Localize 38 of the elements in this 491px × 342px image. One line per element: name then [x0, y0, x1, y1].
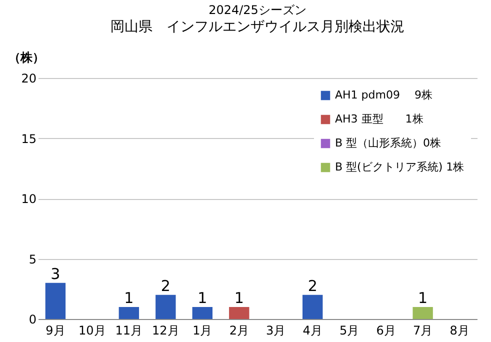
legend-label: AH3 亜型 1株 [335, 112, 424, 126]
x-tick-label: 2月 [229, 324, 249, 338]
x-tick-label: 4月 [302, 324, 322, 338]
x-tick-label: 7月 [412, 324, 433, 338]
chart-subtitle: 岡山県 インフルエンザウイルス月別検出状況 [110, 19, 404, 35]
x-tick-label: 1月 [192, 324, 212, 338]
x-tick-label: 11月 [115, 324, 143, 338]
bar [229, 306, 250, 319]
bar [118, 306, 140, 319]
bar [156, 294, 176, 319]
y-tick-label: 20 [21, 72, 36, 86]
x-tick-label: 3月 [266, 324, 286, 338]
y-tick-label: 10 [21, 192, 36, 206]
bar [412, 306, 433, 319]
data-label: 1 [418, 288, 428, 307]
x-tick-label: 6月 [376, 324, 396, 338]
y-tick-label: 15 [21, 132, 36, 146]
legend-label: B 型(ビクトリア系統) 1株 [335, 160, 464, 174]
x-tick-label: 10月 [78, 324, 106, 338]
bar [45, 282, 66, 319]
data-label: 1 [124, 288, 134, 307]
data-label: 1 [234, 288, 244, 307]
y-tick-label: 5 [28, 252, 36, 266]
data-label: 2 [308, 276, 318, 295]
data-label: 2 [160, 276, 170, 295]
bar [302, 294, 323, 319]
bar [192, 306, 212, 319]
y-tick-label: 0 [28, 312, 36, 326]
legend-label: AH1 pdm09 9株 [335, 88, 432, 102]
x-tick-label: 5月 [340, 324, 360, 338]
y-axis-title: （株） [8, 50, 44, 64]
x-tick-label: 9月 [46, 324, 66, 338]
data-label: 1 [198, 288, 208, 307]
chart-title: 2024/25シーズン [208, 3, 306, 17]
x-tick-label: 12月 [152, 324, 180, 338]
x-tick-label: 8月 [450, 324, 470, 338]
legend-label: B 型（山形系統）0株 [335, 136, 442, 150]
data-label: 3 [50, 264, 60, 283]
